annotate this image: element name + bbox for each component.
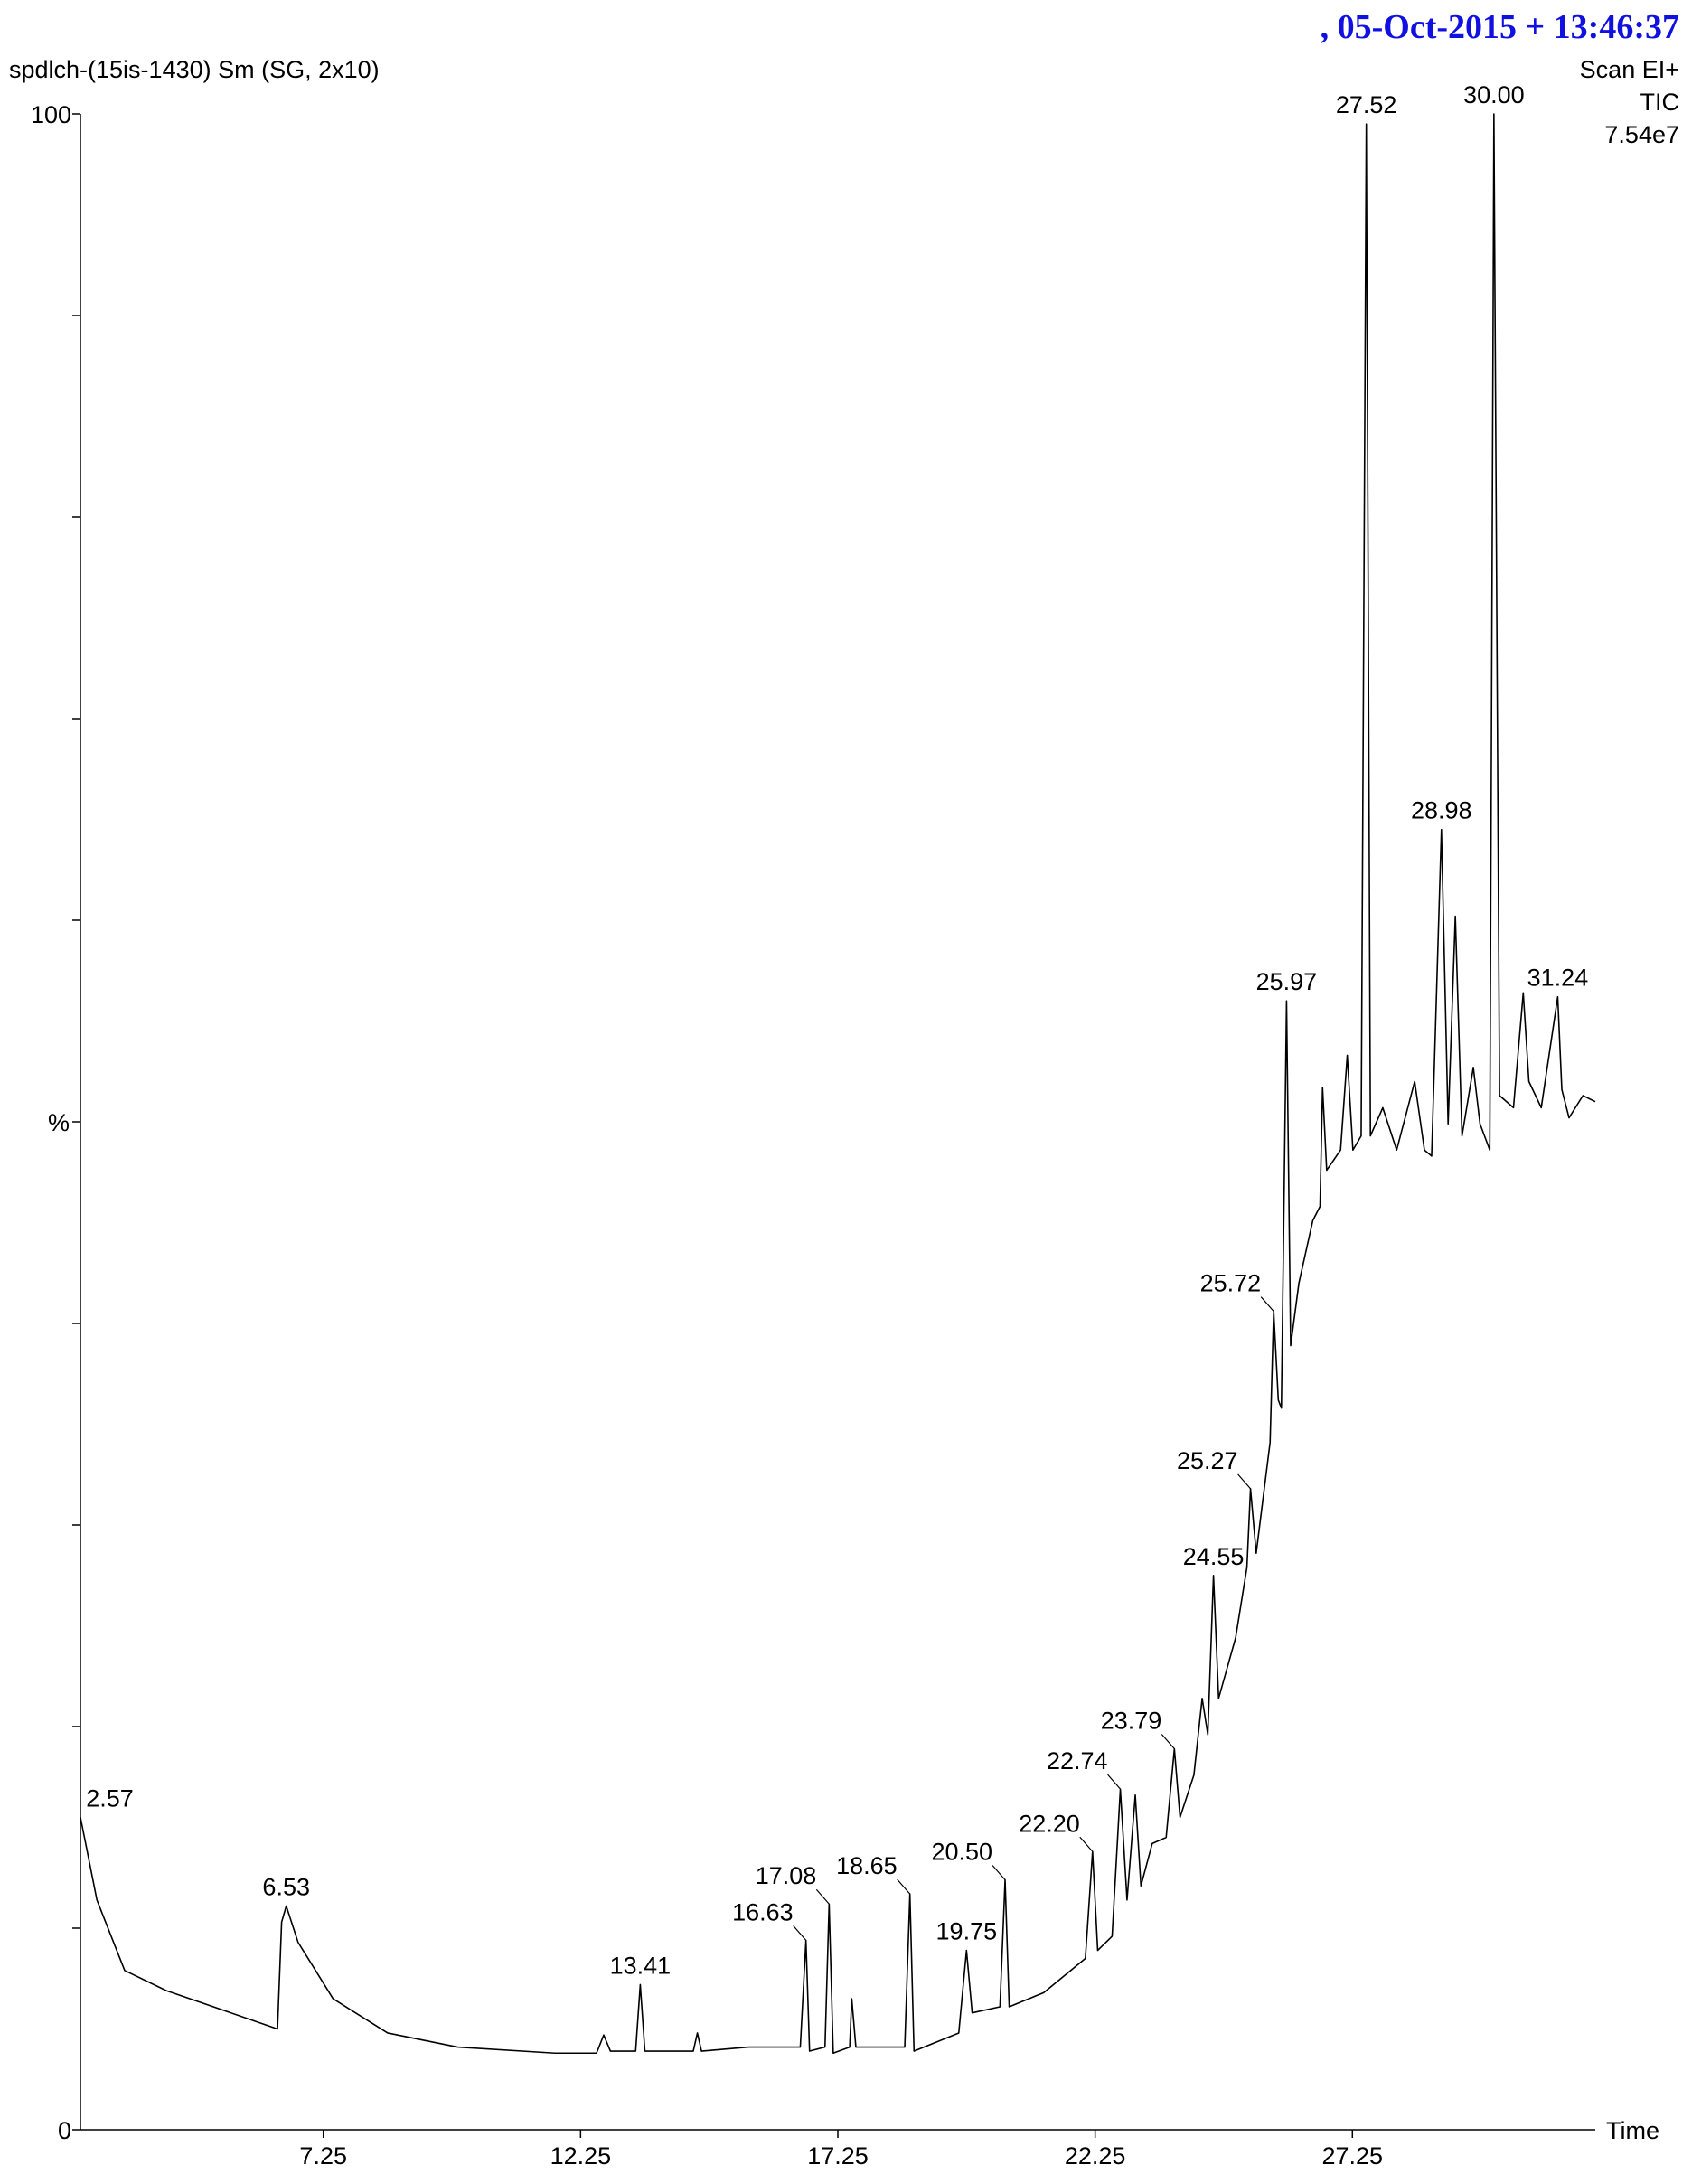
peak-label: 23.79 [1101, 1708, 1162, 1735]
x-tick-label: 27.25 [1322, 2142, 1384, 2170]
peak-label: 6.53 [262, 1873, 310, 1900]
peak-label: 13.41 [610, 1952, 672, 1979]
y-tick-label: 100 [31, 101, 71, 128]
leader-line [1260, 1296, 1274, 1313]
peak-label: 20.50 [931, 1838, 992, 1865]
peak-label: 31.24 [1528, 965, 1589, 992]
y-tick-label: 0 [58, 2117, 71, 2144]
peak-label: 22.20 [1019, 1810, 1080, 1837]
leader-line [1079, 1836, 1094, 1852]
peak-label: 2.57 [86, 1784, 134, 1812]
leader-line [815, 1888, 830, 1905]
leader-line [793, 1925, 807, 1941]
x-tick-label: 17.25 [807, 2142, 869, 2170]
timestamp: , 05-Oct-2015 + 13:46:37 [1321, 8, 1679, 46]
y-axis-label: % [48, 1109, 70, 1136]
scan-info: 7.54e7 [1604, 121, 1679, 148]
x-tick-label: 7.25 [299, 2142, 347, 2170]
peak-label: 19.75 [936, 1918, 998, 1945]
peak-label: 17.08 [756, 1862, 817, 1889]
peak-label: 25.27 [1177, 1447, 1238, 1474]
peak-label: 16.63 [732, 1898, 794, 1925]
chart-title: spdlch-(15is-1430) Sm (SG, 2x10) [9, 56, 380, 83]
leader-line [1107, 1774, 1121, 1790]
peak-label: 18.65 [836, 1852, 898, 1879]
trace [80, 113, 1596, 2055]
leader-line [897, 1878, 911, 1895]
peak-label: 22.74 [1047, 1747, 1108, 1774]
peak-label: 30.00 [1463, 81, 1525, 108]
scan-info: TIC [1640, 89, 1680, 116]
peak-label: 25.97 [1256, 968, 1318, 995]
x-tick-label: 12.25 [550, 2142, 612, 2170]
leader-line [1237, 1473, 1252, 1490]
peak-label: 25.72 [1200, 1270, 1262, 1297]
scan-info: Scan EI+ [1580, 56, 1679, 83]
peak-label: 27.52 [1336, 91, 1397, 118]
peak-label: 24.55 [1183, 1543, 1245, 1570]
peak-label: 28.98 [1411, 797, 1472, 824]
leader-line [1161, 1734, 1175, 1749]
leader-line [992, 1865, 1006, 1880]
x-tick-label: 22.25 [1065, 2142, 1126, 2170]
x-axis-label: Time [1606, 2117, 1659, 2144]
